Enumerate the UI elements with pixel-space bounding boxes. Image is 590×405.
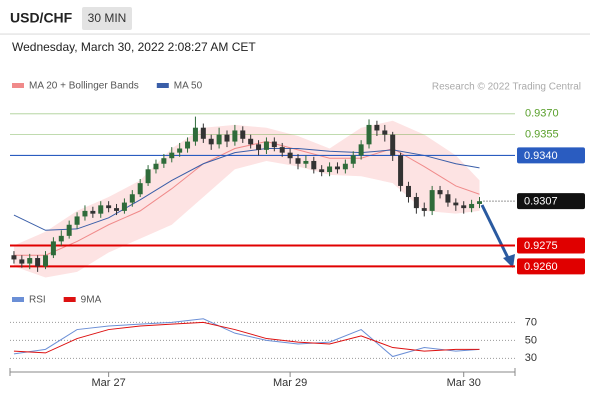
candle-body [50,241,56,256]
candle-body [106,205,112,209]
candle-body [161,158,167,164]
y-tick-label: 50 [525,334,537,346]
candle-body [35,258,41,267]
legend-label: MA 50 [174,81,203,92]
forecast-arrow [480,204,512,263]
candle-body [177,148,183,153]
candle-body [240,130,246,139]
candle-body [90,210,96,214]
level-label: 0.9355 [525,129,559,141]
legend-swatch [12,83,24,88]
candle-body [279,147,285,153]
candle-body [319,169,325,173]
legend-label: MA 20 + Bollinger Bands [29,81,139,92]
candle-body [287,152,293,159]
level-label: 0.9307 [524,196,558,208]
candle-body [27,258,33,264]
candle-body [58,235,64,242]
candle-body [114,208,120,211]
candle-body [358,144,364,156]
x-tick-label: Mar 30 [447,377,481,389]
candle-body [232,130,238,142]
bollinger-band [13,120,480,278]
level-box [517,237,585,254]
level-label: 0.9340 [524,150,558,162]
candle-body [82,210,88,217]
candle-body [295,158,301,164]
legend-label: 9MA [81,295,102,306]
timestamp: Wednesday, March 30, 2022 2:08:27 AM CET [12,40,256,54]
x-tick-label: Mar 27 [92,377,126,389]
indicator-line [13,318,480,358]
indicator-line [13,321,480,354]
level-label: 0.9370 [525,108,559,120]
level-box [517,258,585,275]
candle-body [19,259,25,264]
legend-label: RSI [29,295,46,306]
symbol: USD/CHF [10,10,73,26]
candle-body [327,166,333,173]
candle-body [453,202,459,206]
source: Research © 2022 Trading Central [432,82,581,93]
moving-average [13,147,480,231]
level-box [517,193,585,210]
candle-body [398,155,404,186]
candle-body [208,138,214,145]
candle-body [121,202,127,211]
candle-body [145,169,151,184]
candle-body [98,205,104,214]
level-label: 0.9275 [524,240,558,252]
candle-body [153,163,159,170]
candle-body [185,141,191,149]
candle-body [429,190,435,211]
candle-body [137,183,143,195]
candle-body [366,124,372,145]
x-tick-label: Mar 29 [273,377,307,389]
level-box [517,147,585,164]
candle-body [421,208,427,211]
candle-body [334,166,340,170]
interval-label[interactable]: 30 MIN [88,11,127,25]
legend-swatch [156,83,169,88]
forecast-arrowhead [503,254,515,268]
interval-button[interactable] [82,7,132,30]
candle-body [303,160,309,164]
candle-body [74,216,80,225]
candle-body [200,127,206,139]
candle-body [445,194,451,203]
candle-body [374,124,380,131]
candle-body [461,205,467,209]
candle-body [192,127,198,142]
candle-body [350,155,356,164]
legend-swatch [12,297,24,302]
candle-body [66,224,72,236]
candle-body [129,194,135,203]
level-label: 0.9260 [524,261,558,273]
candle-body [437,190,443,195]
y-tick-label: 30 [525,352,537,364]
candle-body [311,160,317,170]
candle-body [382,130,388,135]
candle-body [248,138,254,145]
candle-body [342,163,348,170]
candle-body [11,255,17,260]
candle-body [256,144,262,150]
y-tick-label: 70 [525,316,537,328]
candle-body [169,152,175,159]
candle-body [43,255,49,267]
candle-body [224,134,230,142]
candle-body [216,134,222,145]
candle-body [413,197,419,209]
candle-body [271,141,277,148]
candle-body [469,203,475,209]
legend-swatch [63,297,76,302]
candle-body [476,201,482,204]
candle-body [263,141,269,150]
candle-body [405,185,411,198]
candle-body [390,134,396,156]
